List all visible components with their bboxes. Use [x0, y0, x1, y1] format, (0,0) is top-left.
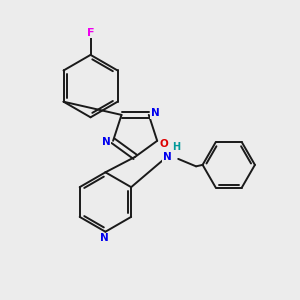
Text: N: N — [151, 108, 160, 118]
Text: N: N — [102, 137, 111, 147]
Text: O: O — [159, 139, 168, 149]
Text: N: N — [100, 233, 108, 243]
Text: F: F — [87, 28, 94, 38]
Text: H: H — [172, 142, 180, 152]
Text: N: N — [163, 152, 172, 162]
